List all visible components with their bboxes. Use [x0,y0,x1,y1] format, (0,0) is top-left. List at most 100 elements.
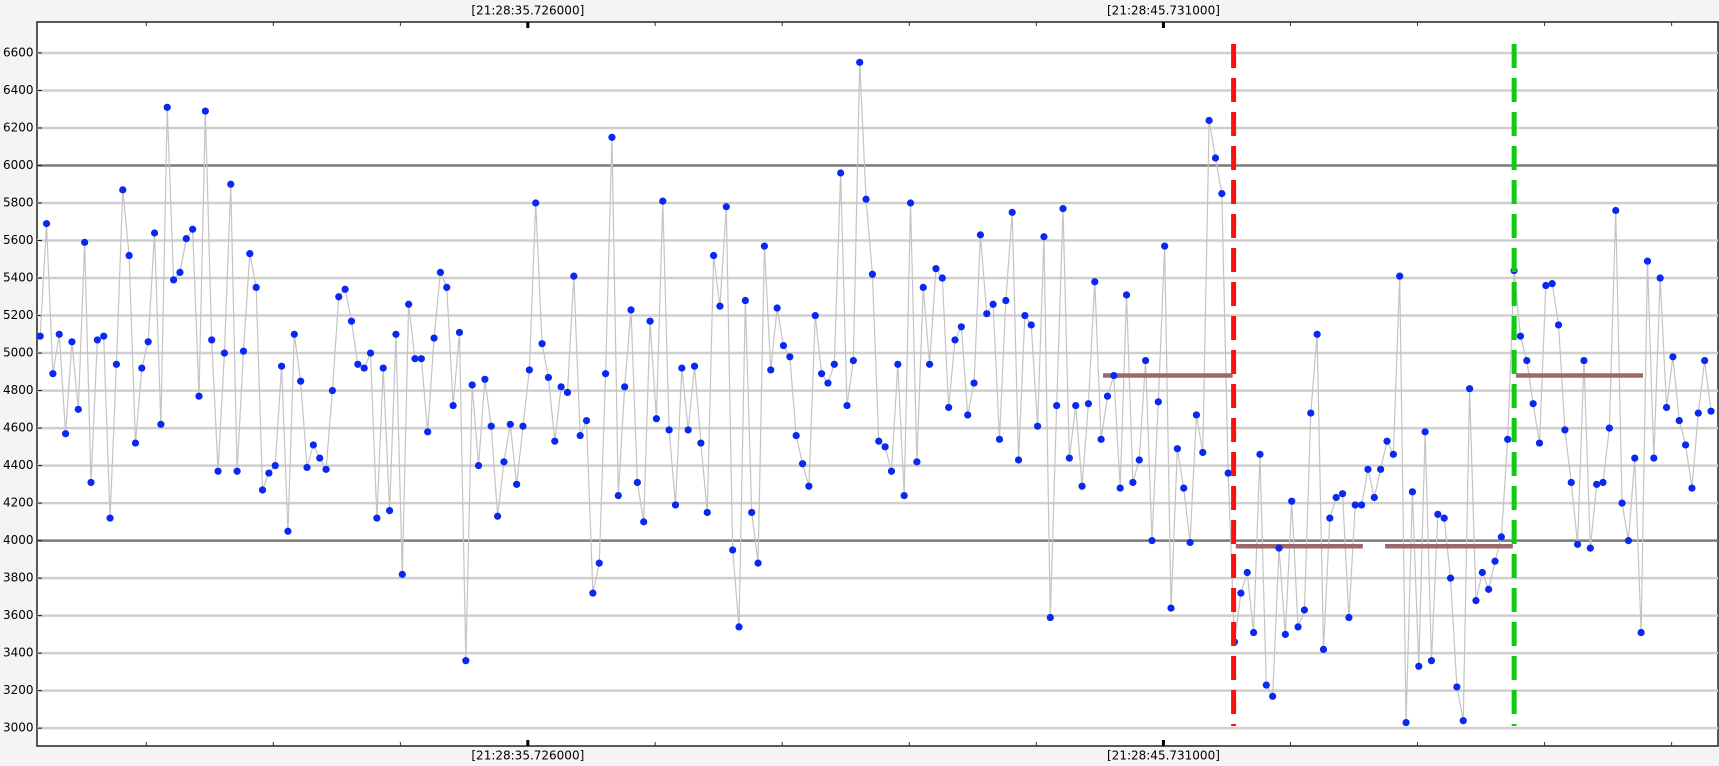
data-point [1523,356,1531,365]
data-point [271,461,279,470]
data-point [900,492,908,500]
data-point [970,379,978,387]
data-point [1021,311,1029,320]
data-point [1097,435,1105,443]
data-point [1269,692,1277,700]
data-point [684,426,692,434]
data-point [1548,280,1556,288]
data-point [1078,482,1086,490]
data-point [945,403,953,412]
data-point [290,330,298,338]
y-tick-label: 3000 [3,721,34,735]
data-point [430,334,438,342]
data-point [582,416,591,425]
data-point [1161,242,1169,250]
data-point [68,338,76,346]
data-point [1040,233,1048,241]
data-point [322,465,330,473]
data-point [392,330,400,338]
data-point [1218,190,1226,198]
data-point [589,589,597,597]
y-tick-label: 6400 [3,83,34,97]
data-point [1427,657,1436,665]
data-point [1675,416,1683,425]
y-tick-label: 5600 [3,233,34,247]
data-point [1542,281,1550,290]
data-point [443,283,451,292]
data-point [436,268,445,276]
data-point [157,420,165,428]
data-point [1110,371,1118,380]
data-point [1180,484,1188,492]
data-point [1351,501,1359,509]
data-point [379,364,387,372]
data-point [995,435,1004,443]
data-point [1402,718,1410,727]
data-point [709,251,718,260]
data-point [1650,454,1658,462]
data-point [74,405,82,413]
data-point [1288,497,1296,505]
data-point [1205,116,1213,125]
data-point [964,411,972,419]
data-point [875,437,883,445]
data-point [748,508,756,517]
y-tick-label: 3600 [3,608,34,622]
data-point [468,381,476,389]
data-point [150,229,159,237]
data-point [957,323,965,331]
data-point [208,336,216,344]
data-point [493,512,502,520]
y-tick-label: 4400 [3,458,34,472]
data-point [303,463,311,472]
data-point [1148,537,1156,545]
data-point [976,231,985,239]
data-point [55,330,63,338]
data-point [1173,445,1181,453]
data-point [1586,544,1594,552]
data-point [93,336,101,344]
data-point [621,383,629,391]
data-point [760,242,769,250]
y-tick-label: 3200 [3,683,34,697]
data-point [837,169,845,177]
data-point [595,559,603,567]
data-point [297,377,305,385]
data-point [1567,478,1575,487]
data-point [1383,437,1391,445]
data-point [1707,407,1715,415]
data-point [227,180,235,188]
data-point [1065,454,1073,462]
data-point [1084,400,1093,408]
data-point [1154,398,1162,406]
data-point [1053,401,1061,410]
data-point [868,270,877,278]
data-point [1167,604,1175,612]
data-point [1256,450,1264,458]
data-point [100,332,108,340]
data-point [1618,499,1626,507]
data-point [1593,480,1601,488]
data-point [633,478,641,487]
data-point [1008,208,1016,216]
data-point [1516,332,1525,340]
data-point [119,186,127,194]
data-point [925,360,934,368]
data-point [411,355,419,363]
data-point [1434,510,1442,518]
data-point [1072,401,1080,410]
data-point [1421,428,1429,436]
data-point [277,362,286,370]
data-point [690,362,699,370]
data-point [1446,574,1455,582]
data-point [665,426,673,434]
data-point [754,559,762,567]
data-point [919,283,927,292]
data-point [557,383,565,391]
data-point [1243,568,1251,577]
data-point [938,274,946,282]
data-point [856,58,864,66]
data-point [347,317,356,325]
data-point [1281,630,1289,638]
